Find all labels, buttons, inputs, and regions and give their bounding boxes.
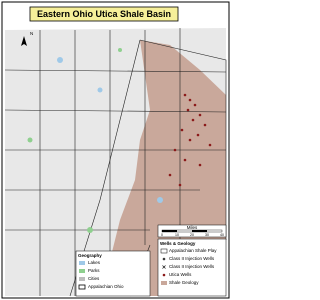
legend-item: Class II Injection Wells (169, 256, 215, 261)
geography-features (27, 48, 163, 233)
geography-legend: Geography Lakes Parks Cities Appalachian… (75, 250, 151, 297)
legend-item: Utica Wells (169, 272, 192, 277)
map: Eastern Ohio Utica Shale Basin N Miles 0… (1, 1, 230, 299)
compass: N (21, 31, 33, 46)
compass-label: N (30, 31, 33, 36)
legend-item: Shale Geology (169, 280, 199, 285)
legend-item: Appalachian Ohio (88, 284, 124, 289)
title-box (29, 6, 179, 22)
scale-tick: 20 (190, 233, 194, 237)
legend-item: Lakes (88, 260, 101, 265)
legend-item: Class II Injection Wells (169, 264, 215, 269)
county-lines (4, 28, 227, 296)
scale-tick: 10 (175, 233, 179, 237)
wells-legend: Wells & Geology Appalachian Shale Play C… (157, 238, 227, 297)
scale-unit: Miles (187, 225, 198, 230)
legend-item: Parks (88, 268, 100, 273)
legend-title: Geography (78, 253, 102, 258)
utica-wells (168, 93, 212, 187)
scale-tick: 40 (220, 233, 224, 237)
legend-item: Cities (88, 276, 100, 281)
legend-title: Wells & Geology (160, 241, 196, 246)
scale-bar: Miles 0 10 20 30 40 (157, 224, 227, 238)
map-title: Eastern Ohio Utica Shale Basin (37, 9, 171, 19)
scale-tick: 0 (161, 233, 163, 237)
scale-tick: 30 (205, 233, 209, 237)
legend-item: Appalachian Shale Play (169, 248, 217, 253)
